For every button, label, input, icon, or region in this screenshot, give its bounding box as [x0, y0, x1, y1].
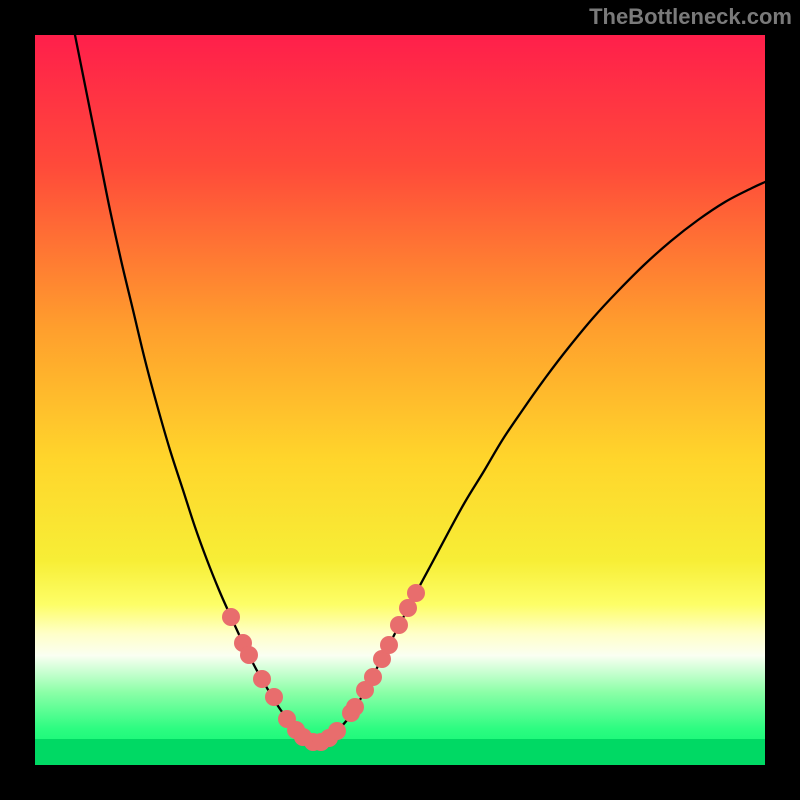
curve-path — [75, 35, 765, 743]
curve-marker — [240, 646, 258, 664]
curve-marker — [222, 608, 240, 626]
watermark-text: TheBottleneck.com — [589, 4, 792, 30]
curve-markers — [222, 584, 425, 751]
curve-marker — [346, 698, 364, 716]
curve-marker — [364, 668, 382, 686]
curve-marker — [380, 636, 398, 654]
chart-stage: TheBottleneck.com — [0, 0, 800, 800]
curve-marker — [390, 616, 408, 634]
curve-marker — [328, 722, 346, 740]
bottleneck-curve — [35, 35, 765, 765]
curve-marker — [253, 670, 271, 688]
plot-area — [35, 35, 765, 765]
curve-marker — [407, 584, 425, 602]
curve-marker — [265, 688, 283, 706]
